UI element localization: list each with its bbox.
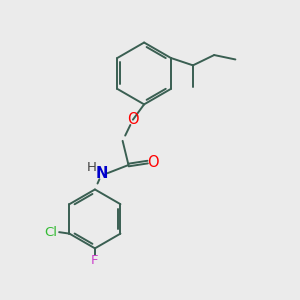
Text: Cl: Cl	[44, 226, 57, 239]
Text: O: O	[147, 154, 159, 169]
Text: N: N	[96, 166, 108, 181]
Text: O: O	[127, 112, 139, 127]
Text: H: H	[87, 161, 97, 174]
Text: F: F	[91, 254, 99, 267]
